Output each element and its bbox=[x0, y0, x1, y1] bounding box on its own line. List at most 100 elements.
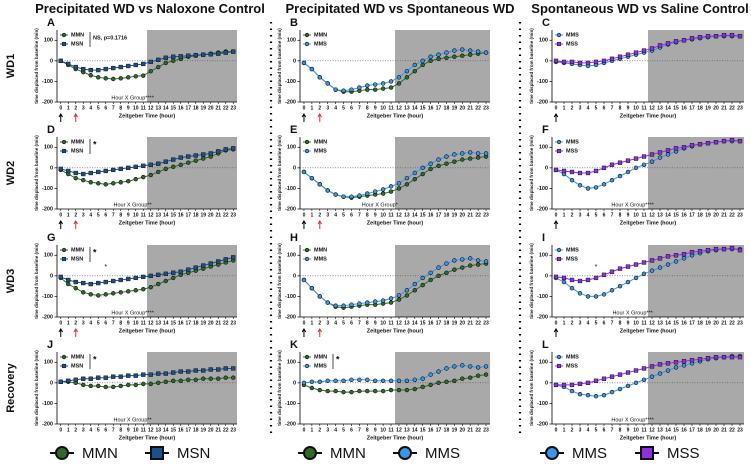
x-tick-label: 15 bbox=[673, 212, 679, 218]
x-tick-label: 6 bbox=[104, 105, 107, 111]
marker bbox=[436, 52, 441, 57]
x-tick-label: 8 bbox=[366, 212, 369, 218]
legend-label: MSS bbox=[667, 445, 700, 462]
y-tick-label: 100 bbox=[287, 360, 296, 366]
x-tick-label: 15 bbox=[420, 212, 426, 218]
marker bbox=[625, 370, 631, 375]
marker bbox=[141, 274, 146, 280]
marker bbox=[452, 378, 457, 383]
marker bbox=[357, 377, 362, 382]
point-note: * bbox=[595, 264, 598, 271]
marker bbox=[468, 256, 473, 261]
marker bbox=[483, 372, 489, 377]
marker bbox=[436, 369, 441, 374]
marker bbox=[118, 383, 123, 389]
marker bbox=[103, 375, 108, 380]
marker bbox=[577, 291, 583, 296]
x-tick-label: 1 bbox=[310, 320, 313, 326]
x-tick-label: 19 bbox=[705, 212, 711, 218]
y-tick-label: 100 bbox=[44, 253, 53, 259]
marker bbox=[657, 155, 663, 160]
marker bbox=[186, 267, 191, 272]
marker bbox=[617, 173, 623, 179]
marker bbox=[468, 48, 473, 53]
x-tick-label: 4 bbox=[89, 320, 92, 326]
x-tick-label: 15 bbox=[170, 212, 176, 218]
marker bbox=[380, 191, 386, 196]
x-axis-label: Zeitgeber Time (hour) bbox=[367, 113, 424, 119]
marker bbox=[208, 52, 213, 57]
y-tick-label: -100 bbox=[285, 401, 296, 407]
marker bbox=[475, 262, 481, 267]
x-tick-label: 23 bbox=[483, 105, 489, 111]
legend-label: MMN bbox=[71, 32, 84, 38]
marker bbox=[444, 270, 449, 275]
marker bbox=[689, 143, 695, 148]
marker bbox=[163, 379, 168, 385]
x-tick-label: 8 bbox=[119, 105, 122, 111]
marker bbox=[163, 371, 168, 376]
x-tick-label: 14 bbox=[665, 105, 671, 111]
marker bbox=[561, 275, 567, 281]
x-tick-label: 4 bbox=[334, 212, 337, 218]
legend-label: MMN bbox=[330, 445, 366, 462]
legend-label: MMS bbox=[566, 247, 579, 253]
x-tick-label: 18 bbox=[193, 105, 199, 111]
y-tick-label: 100 bbox=[539, 360, 548, 366]
marker bbox=[111, 76, 116, 82]
marker bbox=[81, 178, 86, 183]
marker bbox=[133, 382, 138, 388]
marker bbox=[96, 383, 101, 389]
x-tick-label: 2 bbox=[571, 105, 574, 111]
marker bbox=[333, 87, 338, 92]
x-tick-label: 13 bbox=[657, 212, 663, 218]
x-tick-label: 6 bbox=[350, 212, 353, 218]
marker bbox=[412, 386, 417, 392]
marker bbox=[705, 247, 711, 253]
marker bbox=[398, 446, 412, 460]
x-tick-label: 13 bbox=[155, 427, 161, 433]
x-tick-label: 14 bbox=[163, 105, 169, 111]
y-tick-label: -200 bbox=[537, 314, 548, 320]
legend-note: * bbox=[93, 354, 97, 364]
x-tick-label: 23 bbox=[737, 427, 743, 433]
x-tick-label: 18 bbox=[697, 105, 703, 111]
x-tick-label: 5 bbox=[595, 427, 598, 433]
x-tick-label: 18 bbox=[444, 105, 450, 111]
marker bbox=[341, 194, 346, 199]
marker bbox=[88, 281, 93, 287]
marker bbox=[556, 32, 562, 38]
marker bbox=[301, 380, 307, 386]
marker bbox=[436, 56, 441, 61]
marker bbox=[388, 300, 394, 305]
marker bbox=[118, 180, 123, 185]
x-tick-label: 7 bbox=[112, 212, 115, 218]
marker bbox=[178, 162, 183, 167]
x-tick-label: 20 bbox=[460, 320, 466, 326]
marker bbox=[428, 270, 433, 275]
x-tick-label: 9 bbox=[127, 105, 130, 111]
x-tick-label: 23 bbox=[737, 105, 743, 111]
x-axis-label: Zeitgeber Time (hour) bbox=[620, 328, 677, 334]
marker bbox=[593, 275, 599, 281]
marker bbox=[641, 377, 647, 382]
marker bbox=[171, 270, 176, 275]
x-tick-label: 21 bbox=[215, 212, 221, 218]
marker bbox=[171, 54, 176, 59]
x-tick-label: 3 bbox=[326, 212, 329, 218]
y-tick-label: 0 bbox=[50, 165, 53, 171]
marker bbox=[150, 446, 164, 460]
marker bbox=[556, 139, 562, 145]
x-tick-label: 2 bbox=[571, 427, 574, 433]
legend-note: * bbox=[93, 247, 97, 257]
legend-label: MMS bbox=[425, 445, 460, 462]
y-tick-label: 0 bbox=[545, 165, 548, 171]
marker bbox=[103, 76, 108, 81]
marker bbox=[428, 54, 433, 59]
x-tick-label: 3 bbox=[579, 105, 582, 111]
x-axis-label: Zeitgeber Time (hour) bbox=[367, 220, 424, 226]
marker bbox=[617, 54, 623, 59]
marker bbox=[641, 260, 647, 265]
marker bbox=[460, 363, 465, 368]
x-tick-label: 5 bbox=[595, 212, 598, 218]
